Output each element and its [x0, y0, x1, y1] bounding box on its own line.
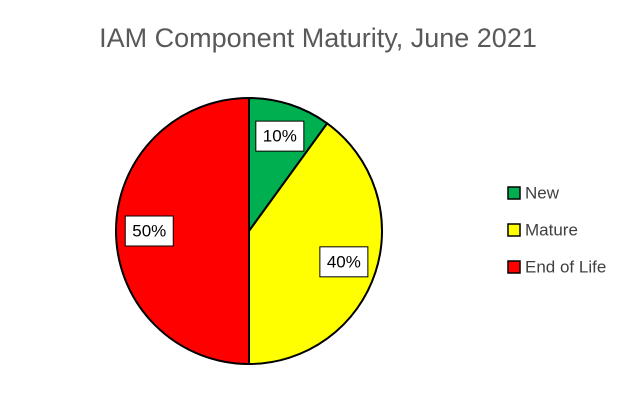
- legend-label: Mature: [525, 220, 578, 239]
- legend-label: End of Life: [525, 257, 606, 276]
- pie-slice: [248, 122, 383, 366]
- data-label: 40%: [327, 252, 361, 271]
- pie-slice: [115, 96, 250, 366]
- data-label-box: [255, 120, 305, 152]
- data-label: 10%: [263, 127, 297, 146]
- legend-swatch: [507, 223, 521, 237]
- legend-swatch: [507, 260, 521, 274]
- data-label: 50%: [132, 221, 166, 240]
- legend-label: New: [525, 183, 560, 202]
- data-label-box: [124, 215, 174, 247]
- chart-title: IAM Component Maturity, June 2021: [99, 23, 537, 53]
- legend-swatch: [507, 186, 521, 200]
- data-label-box: [319, 246, 369, 278]
